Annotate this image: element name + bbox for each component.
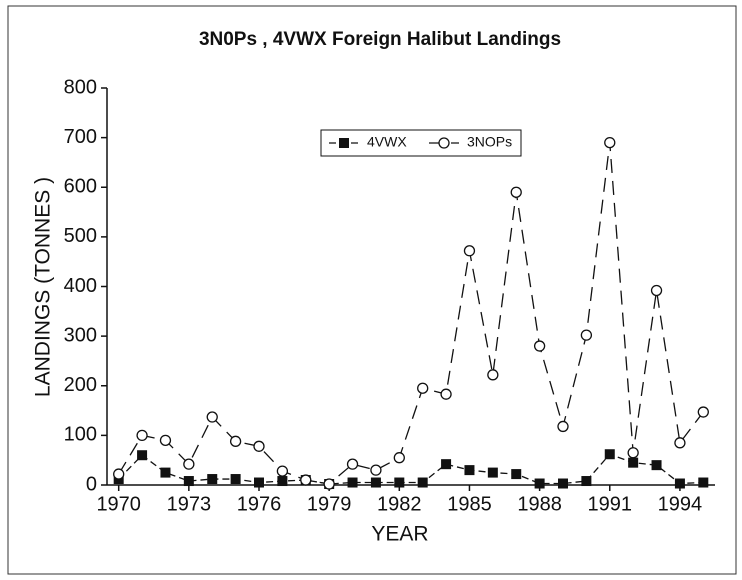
marker [370,477,381,488]
marker [370,464,382,476]
marker [698,477,709,488]
x-tick-label: 1991 [588,493,633,515]
marker [464,465,475,476]
y-tick-label: 800 [64,76,97,98]
marker [323,478,335,490]
marker [627,447,639,459]
marker [206,411,218,423]
marker [628,457,639,468]
marker [674,437,686,449]
marker [136,429,148,442]
marker [534,478,545,489]
marker [487,369,499,381]
marker [277,476,288,487]
marker [510,186,522,198]
marker [651,460,662,471]
legend-label: 3NOPs [467,134,512,150]
marker [697,406,709,418]
y-tick-label: 600 [64,176,97,198]
marker [511,469,522,480]
x-tick-label: 1985 [447,493,492,515]
marker [229,435,242,447]
marker [417,382,429,394]
marker [440,388,452,400]
marker [347,477,358,488]
y-tick-label: 700 [64,126,97,148]
marker [254,477,264,488]
x-tick-label: 1988 [517,493,562,515]
marker [650,284,663,297]
marker [604,449,615,460]
marker [276,465,289,477]
y-tick-label: 500 [64,225,97,247]
marker [581,476,592,487]
marker [183,476,194,487]
marker [339,138,349,148]
marker [300,474,312,486]
series-line [118,453,704,485]
x-tick-label: 1970 [96,493,141,515]
y-tick-label: 200 [64,374,97,396]
marker [346,458,359,470]
frame [7,5,737,575]
series-line [118,142,704,485]
y-tick-label: 400 [64,275,97,297]
legend-label: 4VWX [367,134,407,150]
marker [159,434,172,446]
y-tick-label: 0 [86,473,97,495]
marker [160,467,171,478]
x-tick-label: 1973 [167,493,212,515]
x-tick-label: 1982 [377,493,422,515]
marker [253,440,265,452]
marker [463,245,476,257]
marker [580,329,593,341]
y-axis-title: LANDINGS (TONNES ) [32,177,55,397]
marker [604,136,616,149]
x-axis-title: YEAR [371,523,428,546]
marker [533,340,546,352]
marker [230,474,241,485]
marker [674,478,685,489]
y-tick-label: 300 [64,324,97,346]
marker [417,477,428,488]
y-tick-label: 100 [64,424,97,446]
marker [394,477,405,488]
marker [113,468,125,480]
x-tick-label: 1994 [658,493,703,515]
marker [558,478,568,489]
marker [207,474,218,485]
marker [137,450,148,461]
marker [183,458,195,470]
marker [438,137,450,149]
marker [557,420,569,433]
x-tick-label: 1979 [307,493,352,515]
marker [441,459,452,470]
chart-title: 3N0Ps , 4VWX Foreign Halibut Landings [199,29,561,50]
marker [487,467,498,478]
marker [393,452,405,464]
x-tick-label: 1976 [237,493,282,515]
